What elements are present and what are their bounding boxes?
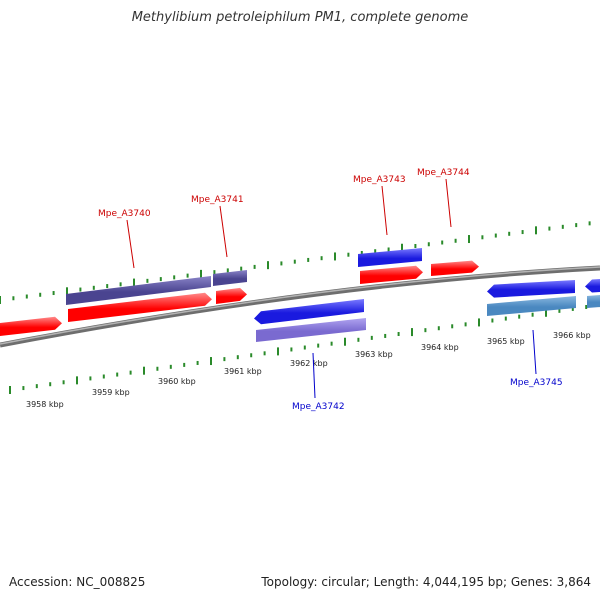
- scale-label: 3960 kbp: [158, 377, 196, 386]
- gene-mpe-a3744: [431, 260, 479, 276]
- gene-label: Mpe_A3744: [417, 168, 470, 178]
- scale-label: 3965 kbp: [487, 337, 525, 346]
- scale-label: 3962 kbp: [290, 359, 328, 368]
- cds-mpe-a3745: [487, 296, 576, 316]
- scale-label: 3963 kbp: [355, 350, 393, 359]
- scale-label: 3959 kbp: [92, 388, 130, 397]
- genome-stats-text: Topology: circular; Length: 4,044,195 bp…: [261, 575, 591, 589]
- cds-mpe-a3740: [66, 276, 211, 305]
- gene-label-leader: [532, 329, 537, 375]
- gene-mpe-a3742: [254, 299, 364, 325]
- gene-label: Mpe_A3741: [191, 195, 244, 205]
- gene-label: Mpe_A3742: [292, 402, 345, 412]
- scale-label: 3958 kbp: [26, 400, 64, 409]
- gene-label: Mpe_A3743: [353, 175, 406, 185]
- genome-backbone-highlight: [0, 266, 600, 345]
- scale-label: 3961 kbp: [224, 367, 262, 376]
- gene-label-leader: [381, 185, 388, 236]
- gene-mpe-a3740: [68, 292, 212, 322]
- gene-label: Mpe_A3740: [98, 209, 151, 219]
- gene-label-leader: [445, 178, 452, 228]
- gene-label: Mpe_A3745: [510, 378, 563, 388]
- gene-reverse-right: [585, 279, 600, 293]
- gene-mpe-a3745: [487, 280, 575, 298]
- cds-reverse-right: [587, 295, 600, 308]
- gene-label-leader: [126, 219, 135, 269]
- accession-text: Accession: NC_008825: [9, 575, 146, 589]
- cds-mpe-a3743: [358, 248, 422, 267]
- gene-forward-left: [0, 316, 62, 336]
- gene-label-leader: [219, 205, 228, 258]
- scale-label: 3964 kbp: [421, 343, 459, 352]
- map-title: Methylibium petroleiphilum PM1, complete…: [131, 10, 469, 25]
- cds-mpe-a3742: [256, 318, 366, 342]
- gene-label-leader: [312, 352, 316, 399]
- cds-mpe-a3741: [213, 270, 247, 286]
- gene-mpe-a3743: [360, 265, 423, 284]
- scale-label: 3966 kbp: [553, 331, 591, 340]
- genome-backbone: [0, 265, 600, 348]
- gene-mpe-a3741: [216, 287, 247, 304]
